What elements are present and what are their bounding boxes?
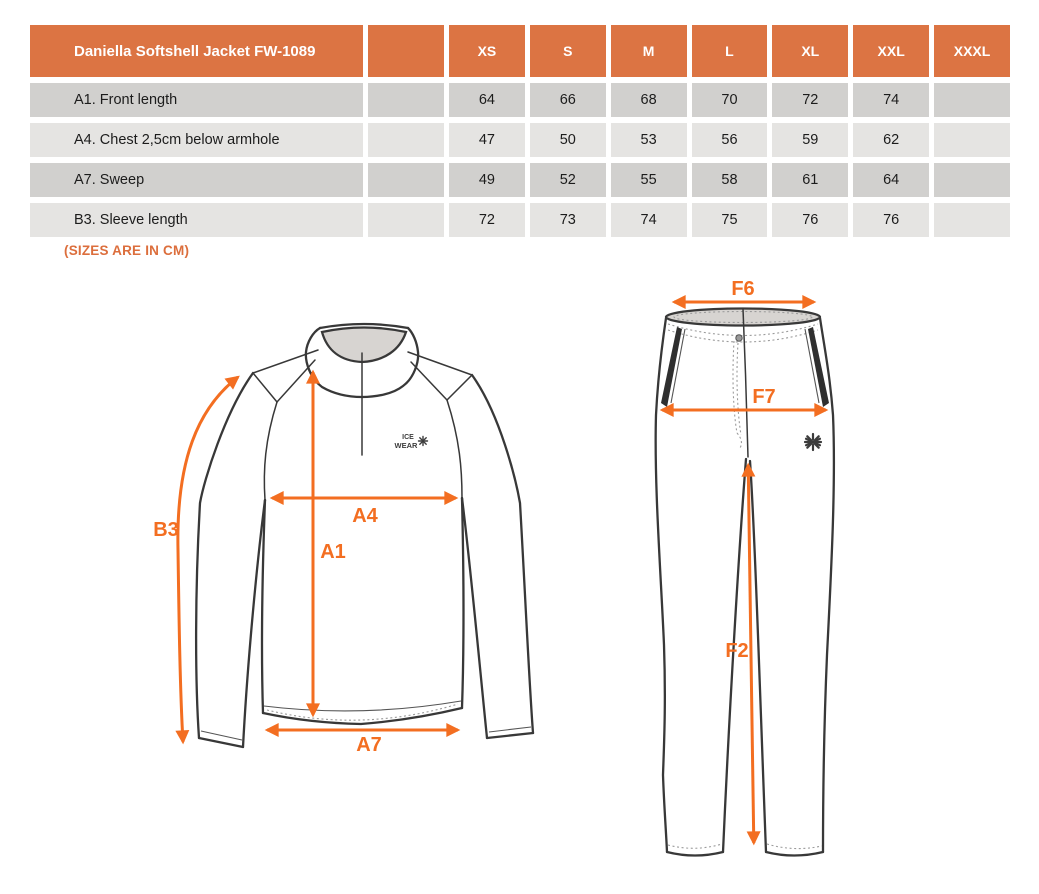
header-spacer-cell: [368, 25, 444, 77]
value-cell: [934, 163, 1010, 197]
size-header-s: S: [529, 25, 606, 77]
value-cell: 68: [610, 83, 687, 117]
value-cell: 47: [449, 123, 525, 157]
spacer-cell: [368, 163, 444, 197]
spacer-cell: [368, 203, 444, 237]
measure-label: A1. Front length: [30, 83, 363, 117]
value-cell: 64: [853, 163, 930, 197]
value-cell: 50: [529, 123, 606, 157]
brand-text-ice: ICE: [402, 434, 414, 441]
jacket-b3-label: B3: [153, 519, 179, 541]
collar-inner-shade: [320, 326, 408, 364]
pants-measurements: F6 F7 F2: [659, 278, 829, 846]
value-cell: 72: [772, 83, 849, 117]
table-row-chest: A4. Chest 2,5cm below armhole 47 50 53 5…: [30, 123, 1010, 157]
value-cell: 74: [853, 83, 930, 117]
brand-text-wear: WEAR: [395, 441, 418, 450]
size-table: Daniella Softshell Jacket FW-1089 XS S M…: [25, 19, 1015, 243]
brand-logo: ICE WEAR: [395, 434, 429, 450]
jacket-a7-label: A7: [356, 734, 382, 756]
jacket-b3-arrow: [176, 375, 240, 551]
size-header-xl: XL: [772, 25, 849, 77]
jacket-a4-label: A4: [352, 505, 378, 527]
spacer-cell: [368, 123, 444, 157]
value-cell: 52: [529, 163, 606, 197]
value-cell: 76: [772, 203, 849, 237]
value-cell: 64: [449, 83, 525, 117]
jacket-outline: [194, 322, 535, 749]
value-cell: 62: [853, 123, 930, 157]
table-row-sweep: A7. Sweep 49 52 55 58 61 64: [30, 163, 1010, 197]
size-header-l: L: [691, 25, 768, 77]
jacket-measurements: B3 A4 A1 A7: [153, 369, 461, 756]
pants-f6-label: F6: [731, 278, 754, 300]
product-title: Daniella Softshell Jacket FW-1089: [30, 25, 363, 77]
pants-f2-arrow: [741, 462, 756, 656]
size-header-xxxl: XXXL: [934, 25, 1010, 77]
size-table-header-row: Daniella Softshell Jacket FW-1089 XS S M…: [30, 25, 1010, 77]
value-cell: 76: [853, 203, 930, 237]
size-header-m: M: [610, 25, 687, 77]
value-cell: 53: [610, 123, 687, 157]
value-cell: 58: [691, 163, 768, 197]
value-cell: 70: [691, 83, 768, 117]
value-cell: 72: [449, 203, 525, 237]
value-cell: 75: [691, 203, 768, 237]
left-pocket-opening: [661, 327, 682, 407]
waist-button: [735, 334, 743, 342]
pants-f2-label: F2: [725, 640, 748, 662]
size-header-xs: XS: [449, 25, 525, 77]
pants-outline: [654, 307, 836, 857]
pants-diagram: F6 F7 F2: [654, 278, 836, 857]
spacer-cell: [368, 83, 444, 117]
value-cell: 56: [691, 123, 768, 157]
value-cell: 55: [610, 163, 687, 197]
right-pocket-opening: [808, 327, 829, 407]
value-cell: 74: [610, 203, 687, 237]
value-cell: 73: [529, 203, 606, 237]
pants-f7-label: F7: [752, 386, 775, 408]
value-cell: [934, 83, 1010, 117]
jacket-diagram: ICE WEAR B3 A4 A1: [153, 322, 535, 756]
measure-label: A4. Chest 2,5cm below armhole: [30, 123, 363, 157]
jacket-a1-label: A1: [320, 541, 346, 563]
value-cell: 61: [772, 163, 849, 197]
measure-label: B3. Sleeve length: [30, 203, 363, 237]
table-row-front-length: A1. Front length 64 66 68 70 72 74: [30, 83, 1010, 117]
value-cell: 66: [529, 83, 606, 117]
units-note: (SIZES ARE IN CM): [64, 243, 190, 258]
measure-label: A7. Sweep: [30, 163, 363, 197]
snowflake-icon: [803, 432, 823, 452]
value-cell: 59: [772, 123, 849, 157]
size-header-xxl: XXL: [853, 25, 930, 77]
value-cell: [934, 123, 1010, 157]
snowflake-icon: [417, 435, 429, 447]
table-row-sleeve-length: B3. Sleeve length 72 73 74 75 76 76: [30, 203, 1010, 237]
value-cell: [934, 203, 1010, 237]
value-cell: 49: [449, 163, 525, 197]
